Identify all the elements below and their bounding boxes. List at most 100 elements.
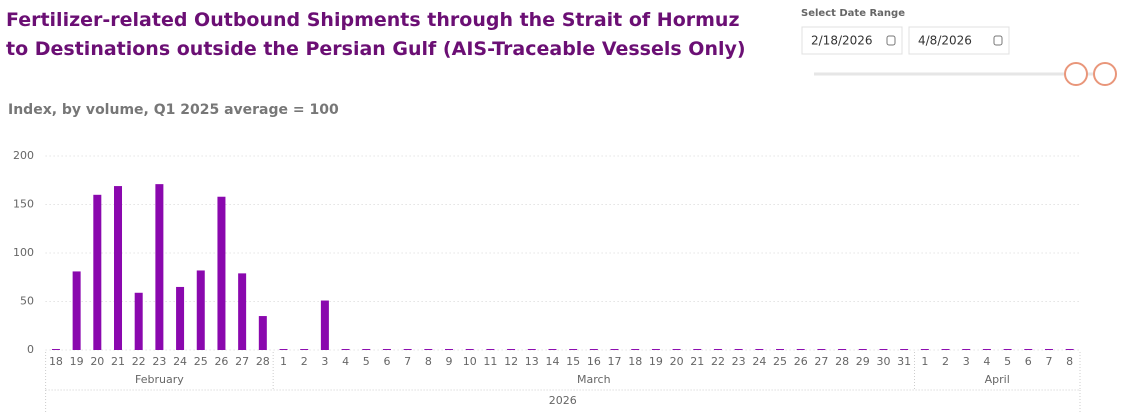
slider-handle[interactable]: [1064, 62, 1088, 86]
y-tick-label: 200: [13, 149, 34, 162]
bar: [982, 349, 991, 350]
x-tick-label: 8: [425, 355, 432, 368]
bar: [693, 349, 702, 350]
bar: [672, 349, 681, 350]
bar: [176, 286, 185, 350]
start-date-input[interactable]: [801, 26, 903, 55]
x-tick-label: 27: [235, 355, 249, 368]
bar: [1065, 349, 1074, 350]
x-tick-label: 26: [214, 355, 228, 368]
x-tick-label: 2: [942, 355, 949, 368]
x-tick-label: 31: [897, 355, 911, 368]
x-tick-label: 17: [608, 355, 622, 368]
x-tick-label: 20: [670, 355, 684, 368]
bar: [1024, 349, 1033, 350]
bar: [920, 349, 929, 350]
y-tick-label: 0: [27, 343, 34, 356]
bar: [72, 271, 81, 350]
bar: [445, 349, 454, 350]
bar: [382, 349, 391, 350]
x-tick-label: 7: [1045, 355, 1052, 368]
bar: [196, 270, 205, 350]
x-tick-label: 4: [342, 355, 349, 368]
x-tick-label: 1: [921, 355, 928, 368]
bar: [900, 349, 909, 350]
x-tick-label: 13: [525, 355, 539, 368]
x-tick-label: 2: [301, 355, 308, 368]
y-tick-label: 100: [13, 246, 34, 259]
bar: [776, 349, 785, 350]
bar: [962, 349, 971, 350]
x-tick-label: 29: [856, 355, 870, 368]
x-tick-label: 5: [363, 355, 370, 368]
x-tick-label: 28: [256, 355, 270, 368]
bar: [217, 196, 226, 350]
slicer-label: Select Date Range: [801, 8, 905, 19]
bar: [713, 349, 722, 350]
x-tick-label: 25: [194, 355, 208, 368]
slider-handle[interactable]: [1093, 62, 1117, 86]
bar: [734, 349, 743, 350]
x-tick-label: 26: [794, 355, 808, 368]
x-tick-label: 6: [1025, 355, 1032, 368]
x-tick-label: 24: [173, 355, 187, 368]
bar: [1003, 349, 1012, 350]
x-tick-label: 22: [132, 355, 146, 368]
bar: [569, 349, 578, 350]
bar: [424, 349, 433, 350]
bar: [796, 349, 805, 350]
x-tick-label: 15: [566, 355, 580, 368]
bar: [403, 349, 412, 350]
x-tick-label: 12: [504, 355, 518, 368]
x-tick-label: 9: [446, 355, 453, 368]
bar: [548, 349, 557, 350]
x-tick-label: 25: [773, 355, 787, 368]
bar: [258, 316, 267, 350]
x-tick-label: 19: [649, 355, 663, 368]
bar: [651, 349, 660, 350]
x-tick-label: 10: [463, 355, 477, 368]
x-tick-label: 30: [876, 355, 890, 368]
calendar-icon[interactable]: [993, 35, 1003, 46]
chart-subtitle: Index, by volume, Q1 2025 average = 100: [8, 102, 339, 118]
x-tick-label: 28: [835, 355, 849, 368]
bar: [465, 349, 474, 350]
x-tick-label: 14: [545, 355, 559, 368]
start-date: 2/18/2026: [811, 34, 873, 48]
x-tick-label: 5: [1004, 355, 1011, 368]
bar: [507, 349, 516, 350]
x-tick-label: 22: [711, 355, 725, 368]
month-label: March: [577, 373, 611, 386]
end-date-input[interactable]: [908, 26, 1010, 55]
x-tick-label: 3: [321, 355, 328, 368]
x-tick-label: 27: [814, 355, 828, 368]
title-box: Fertilizer-related Outbound Shipments th…: [6, 9, 746, 60]
year-label: 2026: [549, 394, 577, 407]
bar: [155, 184, 164, 350]
bar: [238, 273, 247, 350]
bar: [320, 300, 329, 350]
x-tick-label: 18: [49, 355, 63, 368]
x-tick-label: 18: [628, 355, 642, 368]
calendar-icon[interactable]: [886, 35, 896, 46]
x-tick-label: 23: [732, 355, 746, 368]
bar: [134, 292, 143, 350]
bar: [631, 349, 640, 350]
x-tick-label: 11: [483, 355, 497, 368]
y-tick-label: 150: [13, 198, 34, 211]
month-label: February: [135, 373, 184, 386]
bar: [527, 349, 536, 350]
bar: [114, 186, 123, 350]
y-tick-label: 50: [20, 295, 34, 308]
x-tick-label: 21: [111, 355, 125, 368]
bar: [486, 349, 495, 350]
bar: [941, 349, 950, 350]
x-tick-label: 3: [963, 355, 970, 368]
month-label: April: [985, 373, 1010, 386]
bar: [858, 349, 867, 350]
x-tick-label: 6: [383, 355, 390, 368]
bar: [589, 349, 598, 350]
bar: [341, 349, 350, 350]
x-tick-label: 4: [983, 355, 990, 368]
x-tick-label: 23: [152, 355, 166, 368]
